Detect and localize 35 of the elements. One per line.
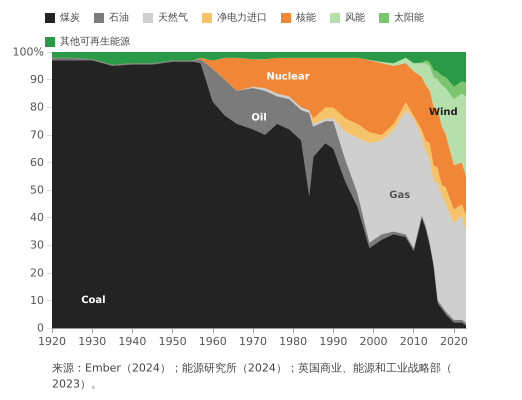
- legend-label: 核能: [295, 12, 316, 24]
- source-note: 来源：Ember（2024）；能源研究所（2024）；英国商业、能源和工业战略部（2023）。: [52, 362, 452, 390]
- x-tick-label: 2020: [440, 335, 468, 348]
- x-tick-label: 1980: [279, 335, 308, 348]
- x-tick-label: 1970: [238, 335, 267, 348]
- legend-label: 净电力进口: [217, 12, 267, 24]
- x-tick-label: 1990: [319, 335, 348, 348]
- x-tick-label: 2010: [400, 335, 428, 348]
- y-tick-label: 30: [30, 238, 44, 252]
- x-tick-label: 1940: [118, 335, 146, 348]
- y-tick-label: 90: [30, 73, 44, 86]
- y-tick-label: 70: [30, 128, 44, 142]
- y-tick-label: 20: [30, 266, 44, 280]
- annotation: Coal: [81, 294, 106, 306]
- y-tick-label: 100%: [12, 46, 44, 58]
- legend-label: 煤炭: [60, 12, 80, 24]
- x-tick-label: 1960: [198, 335, 227, 348]
- annotation: Gas: [389, 190, 410, 202]
- y-tick-label: 50: [30, 184, 44, 196]
- annotation: Nuclear: [266, 71, 310, 82]
- x-tick-label: 2000: [360, 335, 388, 348]
- y-tick-label: 60: [30, 156, 44, 169]
- y-tick-label: 0: [37, 322, 44, 334]
- legend-label: 风能: [345, 12, 365, 24]
- x-tick-label: 1920: [38, 335, 66, 348]
- y-tick-label: 40: [30, 211, 44, 224]
- legend-label: 石油: [109, 12, 129, 24]
- y-tick-label: 80: [30, 100, 44, 114]
- legend-label: 太阳能: [394, 12, 424, 24]
- legend-label: 天然气: [158, 12, 188, 24]
- x-tick-label: 1930: [78, 335, 106, 348]
- y-tick-label: 10: [30, 294, 44, 307]
- x-tick-label: 1950: [158, 335, 187, 348]
- annotation: Oil: [251, 112, 267, 124]
- legend-label: 其他可再生能源: [60, 36, 130, 48]
